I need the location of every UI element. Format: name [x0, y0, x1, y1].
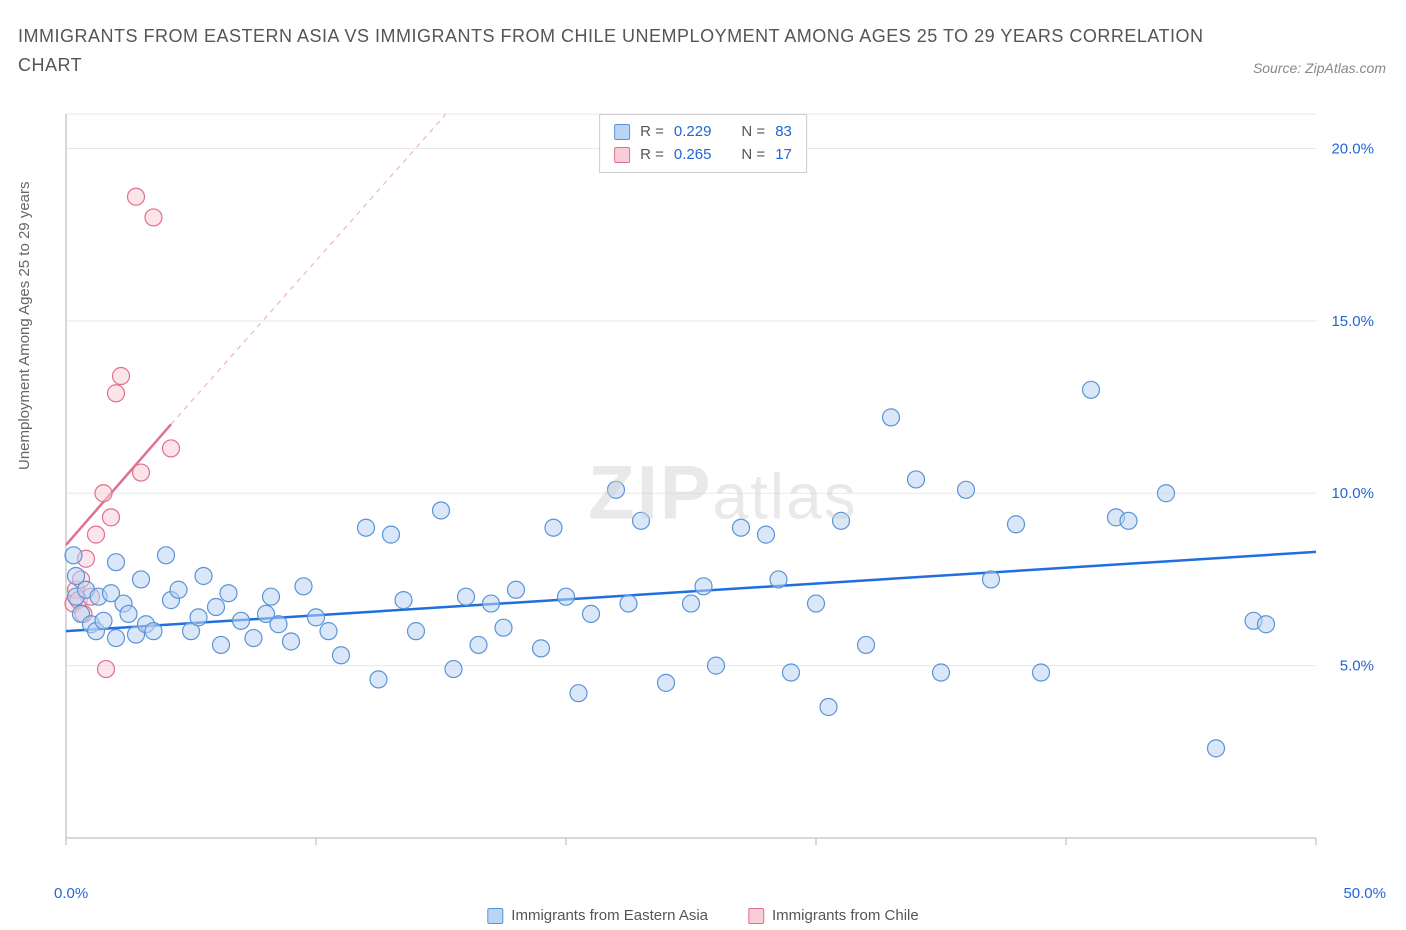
- source-label: Source: ZipAtlas.com: [1253, 60, 1386, 76]
- scatter-chart: 5.0% 10.0% 15.0% 20.0%: [60, 108, 1386, 878]
- swatch-blue: [614, 124, 630, 140]
- svg-text:5.0%: 5.0%: [1340, 658, 1374, 675]
- svg-text:15.0%: 15.0%: [1331, 313, 1374, 330]
- legend-item-chile: Immigrants from Chile: [748, 907, 919, 924]
- r-value: 0.265: [674, 144, 712, 167]
- n-value: 17: [775, 144, 792, 167]
- swatch-blue: [487, 908, 503, 924]
- svg-text:10.0%: 10.0%: [1331, 485, 1374, 502]
- swatch-pink: [748, 908, 764, 924]
- svg-text:20.0%: 20.0%: [1331, 140, 1374, 157]
- n-label: N =: [741, 121, 765, 144]
- legend-label: Immigrants from Eastern Asia: [511, 907, 708, 924]
- swatch-pink: [614, 147, 630, 163]
- n-value: 83: [775, 121, 792, 144]
- legend-item-eastern-asia: Immigrants from Eastern Asia: [487, 907, 708, 924]
- chart-title: IMMIGRANTS FROM EASTERN ASIA VS IMMIGRAN…: [18, 22, 1218, 80]
- y-axis-label: Unemployment Among Ages 25 to 29 years: [16, 181, 33, 470]
- legend-row-2: R = 0.265 N = 17: [614, 144, 792, 167]
- r-label: R =: [640, 144, 664, 167]
- n-label: N =: [741, 144, 765, 167]
- r-label: R =: [640, 121, 664, 144]
- legend-row-1: R = 0.229 N = 83: [614, 121, 792, 144]
- series-legend: Immigrants from Eastern Asia Immigrants …: [487, 907, 918, 924]
- x-axis-max: 50.0%: [1343, 885, 1386, 902]
- x-axis-min: 0.0%: [54, 885, 88, 902]
- chart-area: 5.0%10.0%15.0%20.0% ZIPatlas: [60, 108, 1386, 878]
- correlation-legend: R = 0.229 N = 83 R = 0.265 N = 17: [599, 114, 807, 173]
- r-value: 0.229: [674, 121, 712, 144]
- legend-label: Immigrants from Chile: [772, 907, 919, 924]
